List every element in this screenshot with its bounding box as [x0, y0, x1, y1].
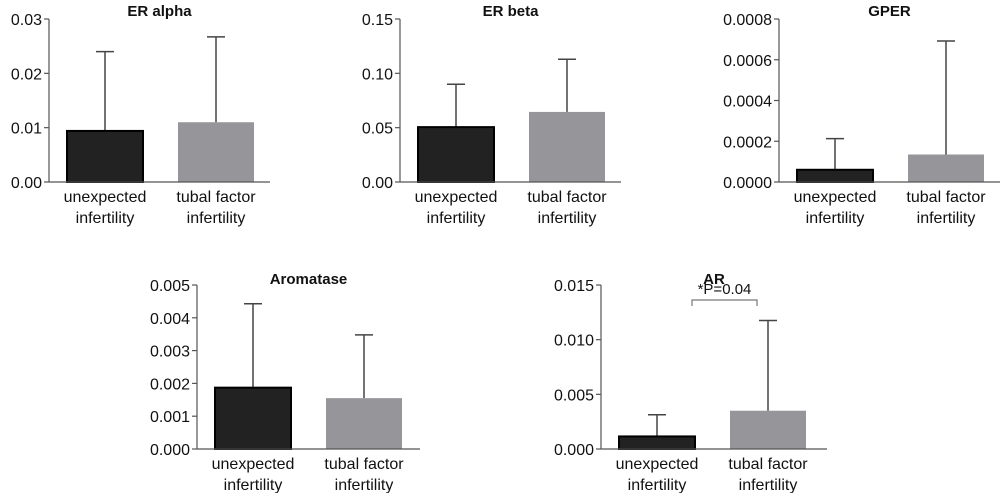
- y-tick-label: 0.0008: [723, 12, 772, 29]
- bar-tubal-factor-infertility: [908, 154, 984, 182]
- bar-unexpected-infertility: [417, 126, 495, 184]
- category-label: infertility: [628, 477, 687, 493]
- chart-title: Aromatase: [270, 271, 348, 288]
- bar-unexpected-infertility: [66, 129, 144, 183]
- y-tick-label: 0.003: [150, 344, 190, 361]
- category-label: infertility: [806, 210, 865, 227]
- bar-tubal-factor-infertility: [326, 398, 402, 449]
- y-tick-label: 0.15: [362, 12, 393, 29]
- category-label: infertility: [427, 210, 486, 227]
- y-tick-label: 0.015: [554, 278, 594, 295]
- y-tick-label: 0.00: [11, 175, 42, 192]
- y-tick-label: 0.0004: [723, 94, 772, 111]
- bar-tubal-factor-infertility: [730, 410, 806, 449]
- y-tick-label: 0.02: [11, 66, 42, 83]
- category-label: unexpected: [616, 456, 699, 473]
- significance-label: *P=0.04: [698, 281, 752, 298]
- y-tick-label: 0.001: [150, 409, 190, 426]
- category-label: infertility: [224, 477, 283, 493]
- category-label: infertility: [187, 210, 246, 227]
- category-label: unexpected: [212, 456, 295, 473]
- y-tick-label: 0.000: [150, 442, 190, 459]
- y-tick-label: 0.10: [362, 66, 393, 83]
- bar-tubal-factor-infertility: [529, 111, 605, 182]
- category-label: tubal factor: [728, 456, 808, 473]
- bar-unexpected-infertility: [618, 435, 696, 450]
- chart-title: ER alpha: [127, 3, 192, 20]
- bar-tubal-factor-infertility: [178, 122, 254, 182]
- significance-bracket: [691, 299, 758, 306]
- y-tick-label: 0.0000: [723, 175, 772, 192]
- y-tick-label: 0.010: [554, 333, 594, 350]
- y-tick-label: 0.0006: [723, 53, 772, 70]
- category-label: tubal factor: [324, 456, 404, 473]
- y-tick-label: 0.0002: [723, 134, 772, 151]
- y-tick-label: 0.005: [150, 278, 190, 295]
- category-label: infertility: [76, 210, 135, 227]
- y-tick-label: 0.01: [11, 121, 42, 138]
- chart-panel-ar: AR unexpected infertility tubal factor infer…: [554, 271, 827, 493]
- category-label: tubal factor: [176, 189, 256, 206]
- chart-panel-er-alpha: ER alpha unexpected infertility tubal facto…: [11, 3, 270, 227]
- chart-panel-gper: GPER unexpected infertility tubal factor inf…: [723, 3, 1000, 227]
- chart-title: ER beta: [483, 3, 540, 20]
- category-label: infertility: [538, 210, 597, 227]
- category-label: tubal factor: [527, 189, 607, 206]
- y-tick-label: 0.03: [11, 12, 42, 29]
- y-tick-label: 0.000: [554, 442, 594, 459]
- category-label: unexpected: [64, 189, 147, 206]
- category-label: infertility: [739, 477, 798, 493]
- category-label: unexpected: [415, 189, 498, 206]
- chart-title: AR: [703, 271, 725, 288]
- bar-unexpected-infertility: [214, 386, 292, 450]
- y-tick-label: 0.005: [554, 387, 594, 404]
- y-tick-label: 0.00: [362, 175, 393, 192]
- y-tick-label: 0.002: [150, 376, 190, 393]
- y-tick-label: 0.05: [362, 121, 393, 138]
- bar-unexpected-infertility: [796, 168, 874, 183]
- chart-panel-aromatase: Aromatase unexpected infertility tubal fact…: [150, 271, 420, 493]
- y-tick-label: 0.004: [150, 311, 190, 328]
- category-label: tubal factor: [906, 189, 986, 206]
- category-label: unexpected: [794, 189, 877, 206]
- chart-panel-er-beta: ER beta unexpected infertility tubal factor…: [362, 3, 621, 227]
- category-label: infertility: [917, 210, 976, 227]
- chart-title: GPER: [868, 3, 911, 20]
- category-label: infertility: [335, 477, 394, 493]
